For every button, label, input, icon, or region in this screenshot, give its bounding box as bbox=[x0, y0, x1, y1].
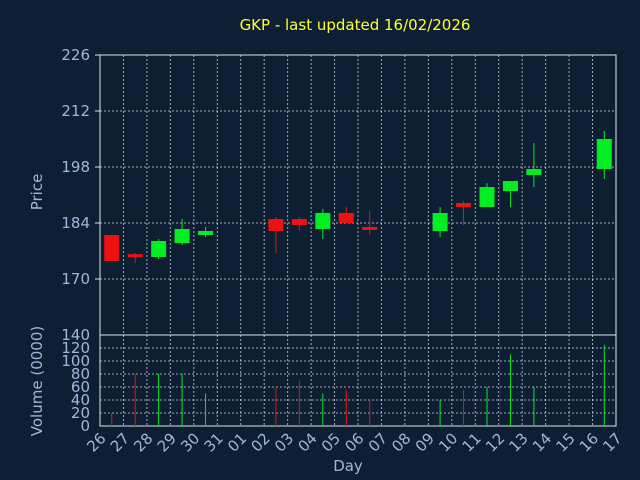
volume-tick-label: 100 bbox=[61, 352, 90, 370]
candle-body bbox=[362, 227, 378, 230]
price-axis-label: Price bbox=[28, 174, 46, 211]
x-tick-label: 17 bbox=[599, 429, 625, 455]
candle-body bbox=[596, 139, 612, 169]
x-tick-label: 29 bbox=[154, 429, 180, 455]
volume-tick-label: 120 bbox=[61, 339, 90, 357]
x-tick-label: 12 bbox=[482, 429, 508, 455]
x-tick-label: 09 bbox=[412, 429, 438, 455]
x-axis: 2627282930310102030405060708091011121314… bbox=[83, 429, 625, 455]
price-tick-label: 212 bbox=[61, 102, 90, 120]
x-tick-label: 27 bbox=[107, 429, 133, 455]
candle-body bbox=[456, 203, 472, 207]
volume-tick-label: 0 bbox=[80, 417, 90, 435]
chart-title: GKP - last updated 16/02/2026 bbox=[240, 16, 471, 34]
x-tick-label: 08 bbox=[388, 429, 414, 455]
candle-body bbox=[526, 169, 542, 175]
volume-axis-label: Volume (0000) bbox=[28, 326, 46, 436]
x-tick-label: 31 bbox=[201, 429, 227, 455]
x-tick-label: 28 bbox=[130, 429, 156, 455]
x-tick-label: 06 bbox=[341, 429, 367, 455]
x-tick-label: 02 bbox=[248, 429, 274, 455]
x-tick-label: 13 bbox=[506, 429, 532, 455]
price-tick-label: 226 bbox=[61, 46, 90, 64]
x-tick-label: 03 bbox=[271, 429, 297, 455]
candle-body bbox=[291, 219, 307, 225]
volume-tick-label: 20 bbox=[71, 404, 90, 422]
x-axis-label: Day bbox=[333, 457, 363, 475]
x-tick-label: 14 bbox=[529, 429, 555, 455]
price-tick-label: 198 bbox=[61, 158, 90, 176]
candle-body bbox=[174, 229, 190, 243]
x-tick-label: 15 bbox=[552, 429, 578, 455]
x-tick-label: 10 bbox=[435, 429, 461, 455]
x-tick-label: 07 bbox=[365, 429, 391, 455]
volume-tick-label: 40 bbox=[71, 391, 90, 409]
candle-body bbox=[479, 187, 495, 207]
volume-tick-label: 80 bbox=[71, 365, 90, 383]
candle-body bbox=[268, 219, 284, 231]
x-tick-label: 11 bbox=[459, 429, 485, 455]
price-panel: 226 212 198 184 170 bbox=[61, 46, 617, 336]
x-tick-label: 05 bbox=[318, 429, 344, 455]
price-tick-label: 184 bbox=[61, 214, 90, 232]
volume-frame bbox=[99, 334, 617, 427]
candle-body bbox=[127, 254, 143, 258]
x-tick-label: 04 bbox=[294, 429, 320, 455]
x-tick-label: 01 bbox=[224, 429, 250, 455]
price-tick-label: 170 bbox=[61, 270, 90, 288]
candle-body bbox=[432, 213, 448, 231]
volume-tick-label: 140 bbox=[61, 326, 90, 344]
candle-body bbox=[198, 231, 214, 235]
candle-body bbox=[151, 241, 167, 257]
volume-tick-label: 60 bbox=[71, 378, 90, 396]
candle-body bbox=[315, 213, 331, 229]
candle-body bbox=[104, 235, 120, 261]
x-tick-label: 30 bbox=[177, 429, 203, 455]
x-tick-label: 16 bbox=[576, 429, 602, 455]
candle-body bbox=[338, 213, 354, 223]
candle-body bbox=[502, 181, 518, 191]
